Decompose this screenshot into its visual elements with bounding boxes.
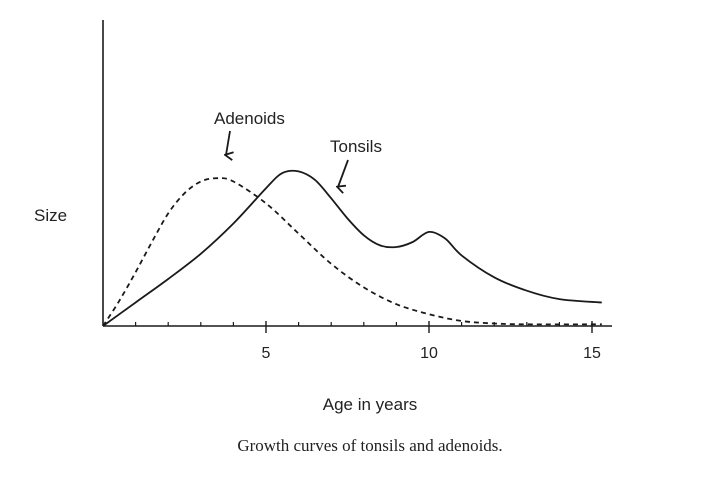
y-axis-label: Size bbox=[34, 206, 67, 225]
arrow-tonsils bbox=[338, 159, 349, 187]
x-tick-label: 5 bbox=[262, 345, 271, 362]
x-tick-label: 15 bbox=[583, 345, 601, 362]
label-tonsils: Tonsils bbox=[330, 137, 382, 156]
label-adenoids: Adenoids bbox=[214, 109, 285, 128]
series-line-tonsils bbox=[102, 169, 602, 327]
arrow-adenoids bbox=[226, 130, 230, 155]
x-axis-label: Age in years bbox=[323, 395, 418, 414]
x-tick-label: 10 bbox=[420, 345, 438, 362]
chart-caption: Growth curves of tonsils and adenoids. bbox=[237, 436, 502, 455]
x-major-ticks: 5 10 15 bbox=[262, 321, 601, 362]
series-line-adenoids bbox=[102, 177, 602, 327]
